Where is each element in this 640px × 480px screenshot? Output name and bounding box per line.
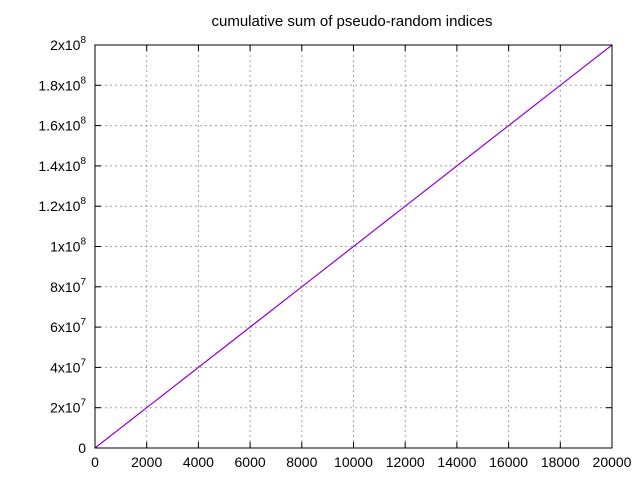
y-tick-label: 8x107 (50, 277, 86, 295)
x-tick-label: 4000 (183, 454, 214, 470)
y-tick-label: 1.6x108 (38, 116, 86, 134)
y-tick-label: 1.2x108 (38, 196, 86, 214)
x-tick-label: 8000 (286, 454, 317, 470)
y-tick-label-mantissa: 0 (78, 440, 86, 456)
y-tick-label-exponent: 7 (80, 317, 86, 328)
y-tick-labels: 02x1074x1076x1078x1071x1081.2x1081.4x108… (38, 35, 86, 456)
y-tick-label: 1x108 (50, 237, 86, 255)
y-tick-label-mantissa: 4x10 (50, 359, 81, 375)
y-tick-label-mantissa: 1.4x10 (38, 158, 80, 174)
tick-layer (94, 44, 613, 449)
x-tick-labels: 0 2000 4000 6000 8000 10000 12000 14000 16000 180… (91, 454, 632, 470)
x-tick-label: 10000 (334, 454, 373, 470)
series-line-0 (94, 44, 613, 449)
y-tick-label: 6x107 (50, 317, 86, 335)
y-tick-label-mantissa: 2x10 (50, 37, 81, 53)
x-tick-label: 12000 (386, 454, 425, 470)
y-tick-label: 2x107 (50, 398, 86, 416)
y-tick-label: 1.8x108 (38, 75, 86, 93)
y-tick-label-exponent: 8 (80, 156, 86, 167)
y-tick-label-exponent: 8 (80, 116, 86, 127)
y-tick-label-exponent: 7 (80, 398, 86, 409)
x-tick-label: 16000 (489, 454, 528, 470)
y-tick-label-mantissa: 1.6x10 (38, 118, 80, 134)
y-tick-label: 1.4x108 (38, 156, 86, 174)
y-tick-label-exponent: 7 (80, 277, 86, 288)
y-tick-label-mantissa: 1.2x10 (38, 198, 80, 214)
y-tick-label: 0 (78, 440, 86, 456)
y-tick-label: 4x107 (50, 357, 86, 375)
y-tick-label-exponent: 8 (80, 196, 86, 207)
y-tick-label-mantissa: 2x10 (50, 400, 81, 416)
x-tick-label: 18000 (541, 454, 580, 470)
x-tick-label: 6000 (235, 454, 266, 470)
y-tick-label-exponent: 8 (80, 237, 86, 248)
y-tick-label-mantissa: 8x10 (50, 279, 81, 295)
y-tick-label-exponent: 7 (80, 357, 86, 368)
x-tick-label: 14000 (437, 454, 476, 470)
y-tick-label-exponent: 8 (80, 75, 86, 86)
y-tick-label: 2x108 (50, 35, 86, 53)
y-tick-label-mantissa: 1x10 (50, 239, 81, 255)
y-tick-label-exponent: 8 (80, 35, 86, 46)
series-layer (94, 44, 613, 449)
x-tick-label: 0 (91, 454, 99, 470)
y-tick-label-mantissa: 1.8x10 (38, 77, 80, 93)
chart-title: cumulative sum of pseudo-random indices (212, 13, 493, 30)
grid-layer (95, 45, 612, 448)
x-tick-label: 20000 (593, 454, 632, 470)
y-tick-label-mantissa: 6x10 (50, 319, 81, 335)
x-tick-label: 2000 (131, 454, 162, 470)
